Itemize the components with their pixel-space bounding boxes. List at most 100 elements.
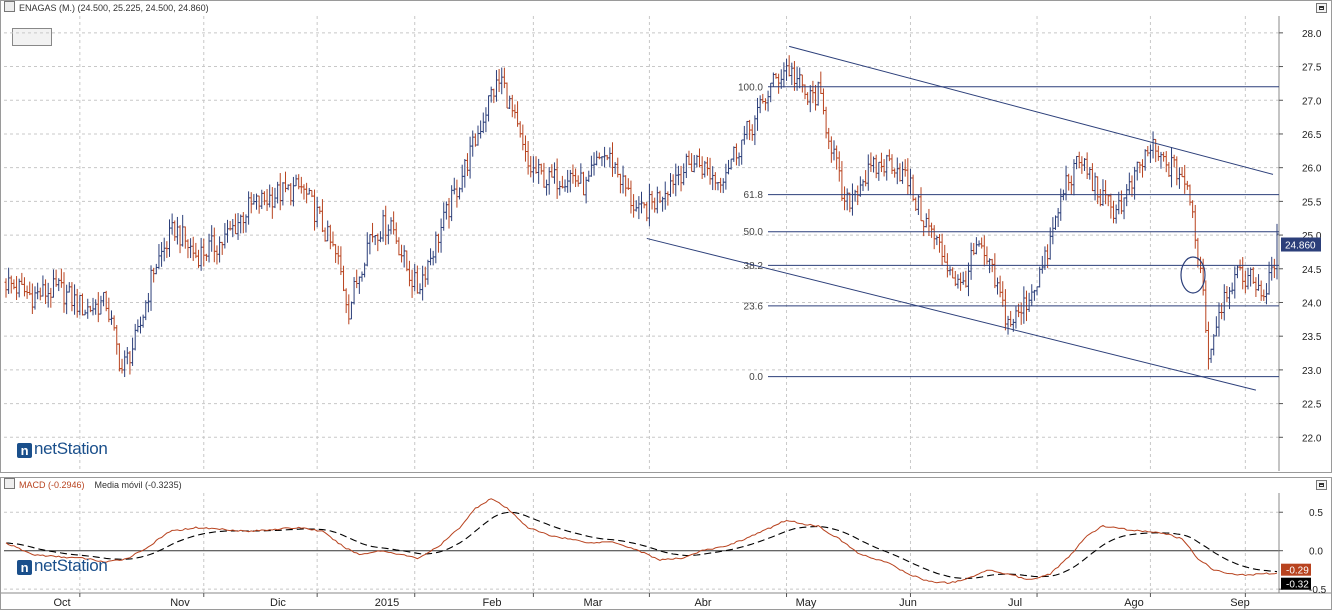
ohlc-bar — [162, 237, 166, 262]
ohlc-bar — [289, 183, 293, 206]
ohlc-bar — [1148, 144, 1152, 163]
ohlc-bar — [547, 166, 551, 195]
ohlc-bar — [452, 177, 456, 195]
ohlc-bar — [291, 176, 295, 207]
ohlc-bar — [835, 145, 839, 170]
price-chart-panel: ENAGAS (M.) (24.500, 25.225, 24.500, 24.… — [0, 0, 1332, 473]
ohlc-bar — [1230, 282, 1234, 295]
ohlc-bar — [138, 316, 142, 334]
fib-level-label: 0.0 — [749, 372, 763, 383]
maximize-price-panel-button[interactable] — [1316, 3, 1327, 13]
ohlc-bar — [1001, 281, 1005, 307]
panel-menu-icon[interactable] — [4, 1, 15, 12]
ohlc-bar — [843, 186, 847, 211]
ohlc-bar — [355, 269, 359, 289]
ohlc-bar — [581, 171, 585, 196]
ohlc-bar — [510, 94, 514, 118]
ohlc-bar — [1048, 227, 1052, 260]
ohlc-bar — [1264, 283, 1268, 305]
ohlc-bar — [1106, 194, 1110, 207]
ohlc-bar — [864, 170, 868, 187]
ohlc-bar — [634, 200, 638, 212]
macd-chart-panel: MACD (-0.2946) Media móvil (-0.3235) 0.5 0… — [0, 477, 1332, 610]
ohlc-bar — [679, 165, 683, 192]
macd-value-tags: -0.29 -0.32 — [1281, 563, 1311, 591]
ohlc-bar — [1006, 315, 1010, 335]
ohlc-bar — [444, 201, 448, 220]
ohlc-bar — [785, 58, 789, 81]
ohlc-bar — [1117, 191, 1121, 215]
macd-y-tick-label: 0.5 — [1309, 508, 1323, 519]
ohlc-bar — [210, 225, 214, 252]
fib-level-label: 61.8 — [744, 190, 764, 201]
ohlc-bar — [1080, 156, 1084, 174]
ohlc-bar — [571, 164, 575, 184]
ohlc-bar — [666, 191, 670, 206]
ohlc-bar — [75, 288, 79, 318]
ohlc-bar — [1093, 172, 1097, 201]
macd-chart[interactable]: 0.5 0.0 -0.5-0.29 -0.32 Oct Nov Dic 2015 Feb Mar A… — [1, 478, 1331, 609]
ohlc-bar — [460, 164, 464, 193]
ohlc-bar — [821, 88, 825, 115]
ohlc-bar — [400, 244, 404, 263]
ohlc-bar — [349, 301, 353, 320]
ohlc-bar — [302, 184, 306, 200]
ohlc-bar — [207, 233, 211, 263]
ohlc-bar — [497, 69, 501, 93]
ohlc-bar — [265, 189, 269, 212]
ohlc-bar — [186, 239, 190, 259]
ohlc-bar — [1051, 217, 1055, 245]
ohlc-bar — [856, 185, 860, 206]
lower-trend-line — [646, 237, 1257, 391]
ohlc-bar — [244, 214, 248, 233]
ohlc-bar — [1038, 266, 1042, 288]
ohlc-bar — [647, 183, 651, 227]
ohlc-bar — [49, 287, 53, 308]
price-chart[interactable]: 28.0 27.5 27.0 26.5 26.0 25.5 25.0 24.5 24.0 23.5… — [1, 1, 1331, 472]
ohlc-bar — [294, 174, 298, 187]
ohlc-bar — [157, 244, 161, 270]
ohlc-bar — [468, 136, 472, 179]
ohlc-bar — [758, 95, 762, 114]
ohlc-bar — [1003, 289, 1007, 331]
ohlc-bar — [1262, 289, 1266, 301]
ohlc-bar — [713, 172, 717, 191]
ohlc-bar — [732, 146, 736, 162]
maximize-macd-panel-button[interactable] — [1316, 480, 1327, 490]
ohlc-bar — [473, 133, 477, 147]
ohlc-bar — [592, 152, 596, 176]
ohlc-bar — [268, 184, 272, 208]
ohlc-bar — [610, 142, 614, 177]
x-tick-label: Jun — [899, 597, 917, 609]
macd-panel-menu-icon[interactable] — [4, 478, 15, 489]
ohlc-bar — [1185, 180, 1189, 190]
ohlc-bar — [624, 175, 628, 197]
ohlc-bar — [1043, 246, 1047, 270]
ohlc-bar — [278, 173, 282, 211]
price-y-axis: 28.0 27.5 27.0 26.5 26.0 25.5 25.0 24.5 24.0 23.5… — [1279, 29, 1322, 444]
ohlc-bar — [879, 152, 883, 173]
ohlc-bar — [745, 120, 749, 140]
ohlc-bar — [1233, 266, 1237, 299]
ohlc-bar — [22, 277, 26, 297]
ohlc-bar — [721, 178, 725, 194]
ohlc-bar — [537, 158, 541, 184]
ohlc-bar — [281, 182, 285, 206]
ohlc-bar — [1141, 159, 1145, 178]
price-y-tick-label: 26.0 — [1302, 164, 1322, 175]
ohlc-bar — [1009, 310, 1013, 327]
ohlc-bar — [959, 272, 963, 291]
ohlc-bar — [313, 189, 317, 231]
ohlc-bar — [1069, 175, 1073, 195]
ohlc-bar — [1119, 190, 1123, 215]
x-tick-label: Abr — [694, 597, 711, 609]
signal-value-label: -0.32 — [1286, 580, 1309, 591]
ohlc-bar — [189, 238, 193, 259]
ohlc-bar — [270, 187, 274, 219]
ohlc-bar — [798, 67, 802, 89]
price-y-tick-label: 27.5 — [1302, 63, 1322, 74]
ohlc-bar — [109, 310, 113, 325]
ohlc-bar — [916, 194, 920, 215]
ohlc-bar — [777, 73, 781, 94]
ohlc-bar — [555, 158, 559, 199]
